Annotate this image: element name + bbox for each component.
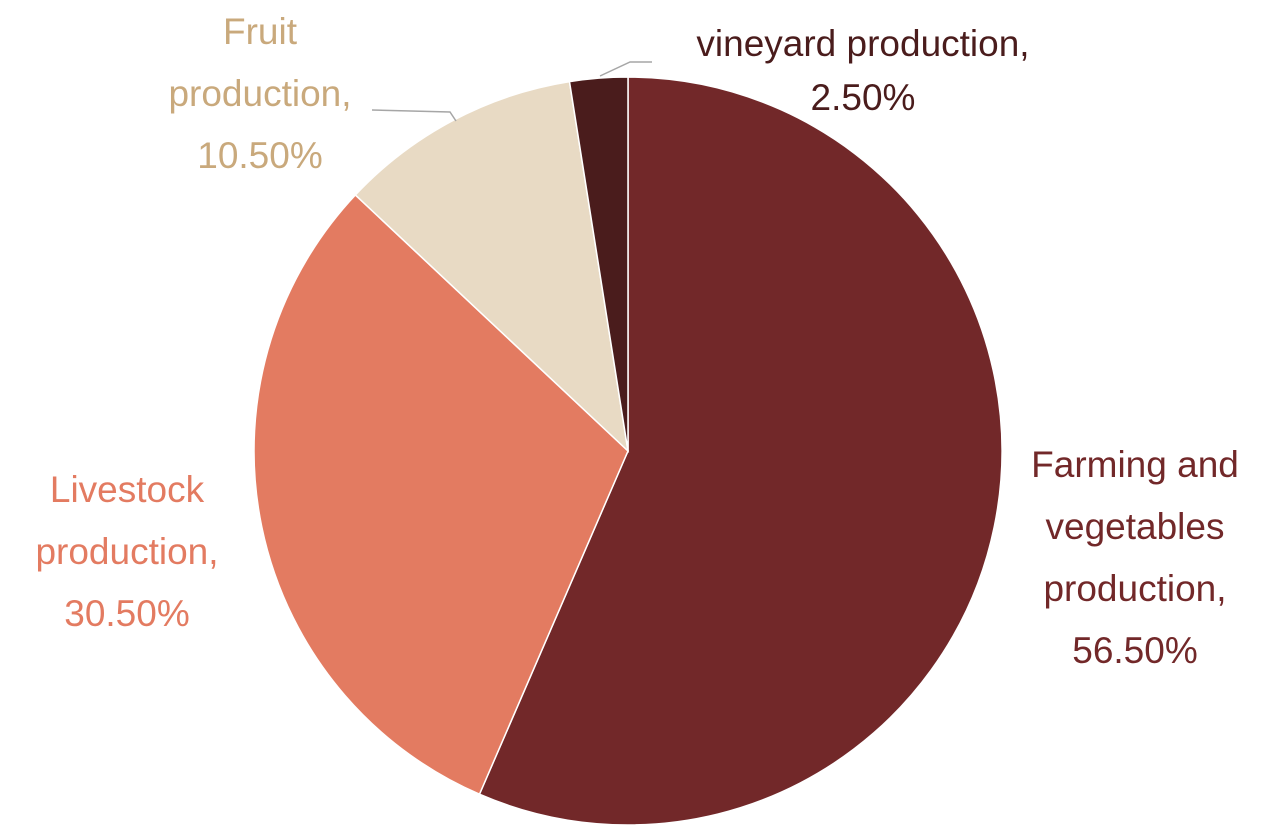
- leader-line: [372, 110, 456, 121]
- page: {"chart_data": {"type": "pie", "categori…: [0, 0, 1268, 829]
- slice-label: Farming and vegetables production,56.50%: [1010, 434, 1260, 682]
- slice-label: Livestock production,30.50%: [10, 459, 244, 645]
- value-label: 56.50%: [1010, 620, 1260, 682]
- slice-label: vineyard production,2.50%: [673, 17, 1053, 125]
- leader-line: [600, 62, 652, 76]
- value-label: 10.50%: [145, 125, 375, 187]
- pie: [254, 77, 1002, 825]
- value-label: 2.50%: [673, 71, 1053, 125]
- category-label: Farming and vegetables production,: [1010, 434, 1260, 620]
- slice-label: Fruit production,10.50%: [145, 1, 375, 187]
- category-label: Livestock production,: [10, 459, 244, 583]
- category-label: Fruit production,: [145, 1, 375, 125]
- value-label: 30.50%: [10, 583, 244, 645]
- category-label: vineyard production,: [673, 17, 1053, 71]
